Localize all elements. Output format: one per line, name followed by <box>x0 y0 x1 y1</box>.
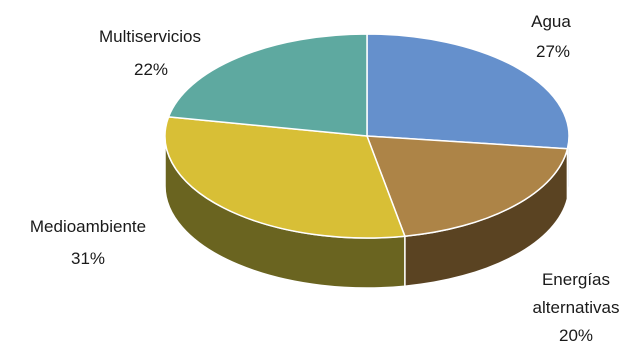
slice-label-energias-name-line2: alternativas <box>533 298 620 317</box>
slice-label-multiservicios-name: Multiservicios <box>99 27 201 46</box>
slice-label-energias-value: 20% <box>559 326 593 345</box>
slice-label-medioambiente-name: Medioambiente <box>30 217 146 236</box>
slice-label-multiservicios-value: 22% <box>134 60 168 79</box>
slice-label-agua-name: Agua <box>531 12 571 31</box>
pie-slice-energias-alternativas <box>366 135 569 237</box>
pie-slice-agua <box>366 33 570 150</box>
pie-labels: Agua 27% Energías alternativas 20% Medio… <box>30 12 620 345</box>
slice-label-agua-value: 27% <box>536 42 570 61</box>
pie-slice-medioambiente <box>164 116 406 239</box>
slice-label-energias-name-line1: Energías <box>542 270 610 289</box>
slice-label-medioambiente-value: 31% <box>71 249 105 268</box>
pie-tops <box>164 33 570 239</box>
pie-slice-multiservicios <box>167 33 368 137</box>
